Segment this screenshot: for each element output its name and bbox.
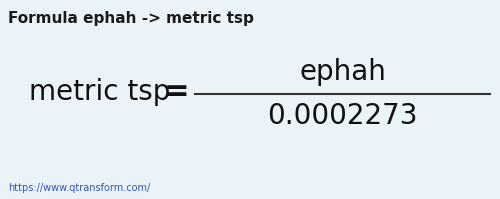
- Text: Formula ephah -> metric tsp: Formula ephah -> metric tsp: [8, 11, 254, 26]
- Text: ephah: ephah: [299, 58, 386, 86]
- Text: =: =: [164, 77, 190, 106]
- Text: metric tsp: metric tsp: [30, 78, 170, 106]
- Text: 0.0002273: 0.0002273: [267, 102, 418, 130]
- Text: https://www.qtransform.com/: https://www.qtransform.com/: [8, 183, 150, 193]
